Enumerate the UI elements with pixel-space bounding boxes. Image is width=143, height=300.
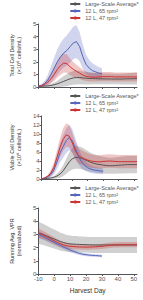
svg-text:Viable Cell Density: Viable Cell Density [9, 124, 15, 170]
svg-text:12 L, 47 rpm²: 12 L, 47 rpm² [85, 199, 118, 205]
svg-text:1: 1 [33, 71, 37, 77]
svg-text:Running Avg. VPR: Running Avg. VPR [9, 218, 15, 263]
svg-text:Harvest Day: Harvest Day [70, 287, 107, 295]
svg-text:30: 30 [99, 276, 106, 282]
svg-text:4: 4 [33, 34, 37, 40]
svg-text:5: 5 [33, 21, 37, 27]
svg-text:14: 14 [33, 113, 40, 119]
svg-text:2: 2 [36, 167, 40, 173]
svg-text:20: 20 [83, 276, 90, 282]
svg-text:6: 6 [36, 149, 40, 155]
svg-text:12 L, 47 rpm²: 12 L, 47 rpm² [85, 15, 118, 21]
svg-text:Large-Scale Average*: Large-Scale Average* [85, 1, 139, 7]
svg-text:12 L, 65 rpm²: 12 L, 65 rpm² [85, 100, 118, 106]
svg-text:12 L, 47 rpm²: 12 L, 47 rpm² [85, 107, 118, 113]
svg-text:Large-Scale Average*: Large-Scale Average* [85, 185, 139, 191]
svg-text:0: 0 [52, 276, 56, 282]
svg-text:4: 4 [33, 218, 37, 224]
svg-text:12 L, 65 rpm²: 12 L, 65 rpm² [85, 192, 118, 198]
svg-text:8: 8 [36, 140, 40, 146]
svg-text:Total Cell Density: Total Cell Density [9, 34, 15, 77]
svg-text:5: 5 [33, 205, 37, 211]
svg-text:12: 12 [33, 122, 40, 128]
svg-text:10: 10 [33, 131, 40, 137]
svg-text:0: 0 [36, 176, 40, 182]
svg-text:10: 10 [67, 276, 74, 282]
svg-text:0: 0 [32, 271, 37, 277]
svg-text:40: 40 [115, 276, 122, 282]
svg-text:4: 4 [36, 158, 40, 164]
svg-text:12 L, 65 rpm²: 12 L, 65 rpm² [85, 8, 118, 14]
svg-text:(normalized): (normalized) [16, 226, 22, 257]
svg-text:(×10⁶ cells/mL): (×10⁶ cells/mL) [16, 37, 22, 74]
svg-text:(×10⁶ cells/mL): (×10⁶ cells/mL) [16, 129, 22, 166]
svg-text:2: 2 [33, 59, 37, 65]
svg-text:-10: -10 [34, 276, 43, 282]
svg-text:Large-Scale Average*: Large-Scale Average* [85, 93, 139, 99]
svg-text:2: 2 [33, 245, 37, 251]
svg-text:0: 0 [33, 84, 37, 90]
svg-text:3: 3 [33, 231, 37, 237]
svg-text:1: 1 [33, 258, 37, 264]
svg-text:3: 3 [33, 46, 37, 52]
svg-text:50: 50 [130, 276, 137, 282]
